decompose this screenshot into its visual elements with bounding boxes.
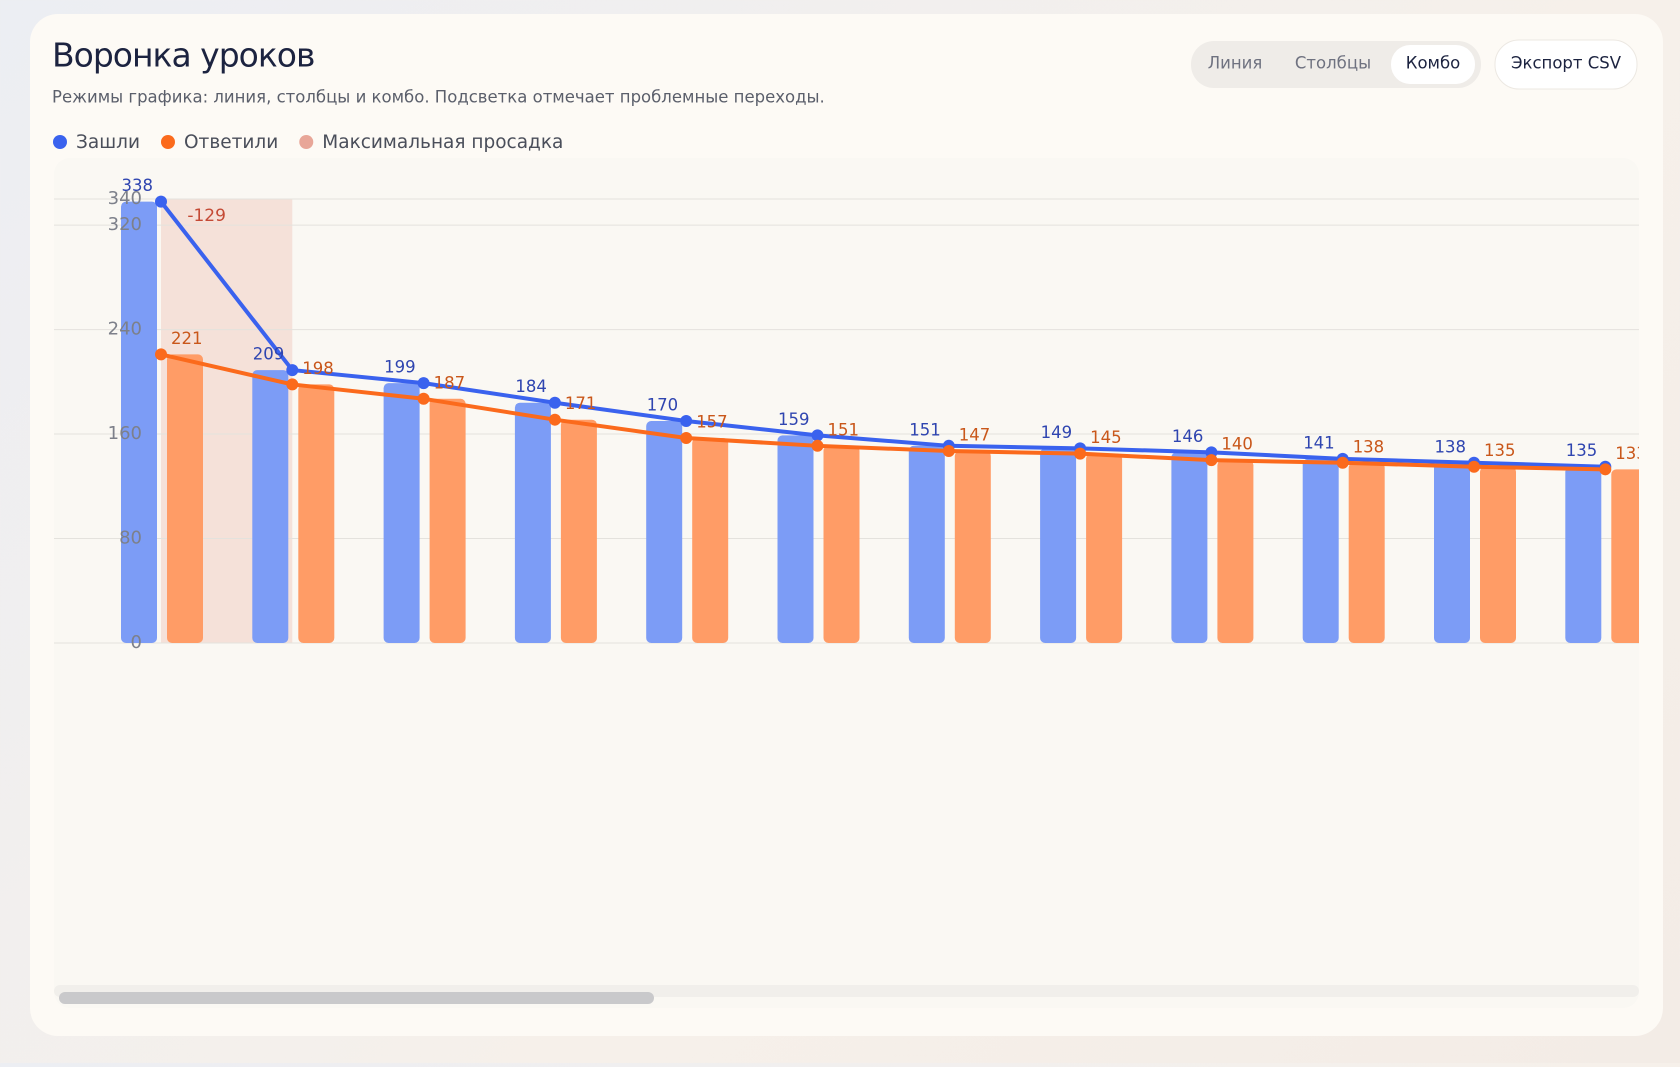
bar [823, 445, 860, 643]
bar [252, 370, 289, 643]
y-tick-label: 340 [108, 188, 142, 209]
value-label: 145 [1090, 428, 1122, 447]
value-label: 135 [1484, 441, 1516, 460]
chart-title: Воронка уроков [52, 36, 314, 75]
point [155, 348, 167, 361]
bar [1348, 462, 1385, 643]
bar [121, 201, 157, 644]
bar [514, 402, 551, 643]
point [286, 364, 299, 377]
value-label: 140 [1221, 435, 1253, 454]
value-label: 338 [122, 176, 154, 195]
line [160, 352, 1606, 472]
value-label: 149 [1041, 423, 1073, 442]
chart-subtitle: Режимы графика: линия, столбцы и комбо. … [52, 88, 825, 107]
bar [383, 383, 420, 643]
value-label: 151 [909, 420, 941, 439]
point [286, 378, 299, 391]
value-label: 157 [696, 412, 728, 431]
bar [954, 451, 991, 643]
bar [1302, 458, 1339, 643]
bar [1611, 469, 1639, 643]
point [942, 445, 955, 458]
point [1205, 454, 1218, 467]
value-label: 184 [515, 377, 547, 396]
y-tick-label: 320 [108, 214, 142, 235]
point [811, 429, 824, 442]
point [1074, 447, 1087, 460]
point [1599, 463, 1612, 476]
value-label: 133 [1615, 444, 1647, 463]
bar [298, 384, 335, 643]
point [417, 392, 430, 405]
bar [560, 419, 597, 643]
point [417, 377, 430, 390]
value-label: 199 [384, 358, 416, 377]
bar [1434, 462, 1470, 643]
value-label: 141 [1303, 433, 1335, 452]
mode-button[interactable]: Столбцы [1295, 54, 1371, 73]
point [548, 413, 561, 426]
mode-button[interactable]: Комбо [1406, 54, 1461, 73]
bar [167, 354, 203, 643]
mode-active[interactable] [1391, 45, 1475, 84]
bar [777, 435, 814, 643]
value-label: 135 [1566, 441, 1598, 460]
value-label: 138 [1435, 437, 1467, 456]
y-tick-label: 240 [108, 319, 142, 340]
line [159, 200, 1606, 469]
legend-label: Зашли [76, 132, 140, 153]
bar [1086, 453, 1123, 643]
value-label: 221 [171, 329, 203, 348]
y-tick-label: 80 [119, 528, 142, 549]
value-label: 147 [959, 426, 991, 445]
export-label[interactable]: Экспорт CSV [1511, 54, 1622, 73]
value-label: 138 [1353, 437, 1385, 456]
value-label: 151 [828, 420, 860, 439]
bar [429, 398, 466, 643]
bar [908, 445, 945, 643]
point [548, 396, 561, 409]
y-tick-label: 0 [131, 632, 142, 653]
scroll-thumb[interactable] [59, 992, 654, 1004]
y-tick-label: 160 [108, 423, 142, 444]
value-label: 146 [1172, 427, 1204, 446]
point [680, 415, 693, 427]
value-label: 171 [565, 394, 597, 413]
legend-label: Ответили [184, 132, 278, 153]
drop-label: -129 [187, 206, 226, 226]
point [1336, 456, 1349, 469]
bar [1040, 448, 1077, 643]
bar [692, 437, 729, 643]
point [155, 195, 167, 208]
value-label: 187 [434, 373, 466, 392]
bar [1217, 460, 1254, 643]
value-label: 209 [253, 345, 285, 364]
legend-marker [299, 135, 314, 149]
value-label: 159 [778, 410, 810, 429]
point [680, 431, 693, 444]
export-button[interactable] [1494, 39, 1638, 90]
mode-button[interactable]: Линия [1208, 54, 1263, 73]
bar [1480, 466, 1516, 643]
legend-marker [53, 135, 67, 149]
bar [646, 421, 683, 643]
legend-marker [160, 135, 175, 149]
point [1468, 460, 1480, 473]
value-label: 170 [647, 396, 679, 415]
legend-label: Максимальная просадка [322, 132, 563, 153]
point [811, 439, 824, 452]
bar [1565, 466, 1602, 643]
bar [1171, 452, 1208, 643]
value-label: 198 [302, 359, 334, 378]
